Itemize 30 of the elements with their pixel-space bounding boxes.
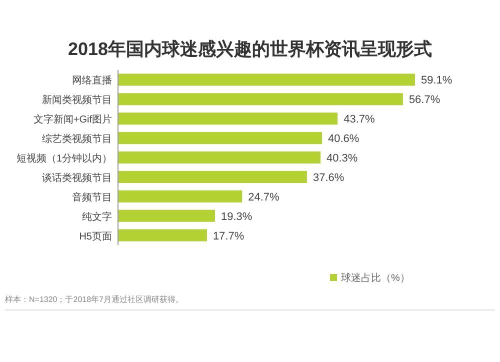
y-tick-label: 综艺类视频节目 [42,133,112,146]
bar [118,151,321,164]
y-tick-label: H5页面 [79,231,112,242]
bar [118,229,207,242]
y-tick-label: 网络直播 [72,74,112,87]
data-label: 56.7% [408,94,440,106]
y-tick-label: 音频节目 [72,191,112,204]
legend-label: 球迷占比（%） [341,272,410,284]
data-label: 37.6% [312,172,344,184]
bar [118,210,215,222]
chart-title: 2018年国内球迷感兴趣的世界杯资讯呈现形式 [68,39,432,59]
bar [118,190,242,202]
bar [118,93,403,106]
bar [118,112,338,125]
data-label: 40.3% [326,152,358,164]
text: 样本：N=1320；于2018年7月通过社区调研获得。 [5,295,184,304]
data-label: 43.7% [344,114,376,126]
y-tick-label: 谈话类视频节目 [42,172,112,184]
y-tick-label: 新闻类视频节目 [42,94,112,106]
bar [118,170,307,183]
y-tick-label: 文字新闻+Gif图片 [33,114,112,126]
data-label: 19.3% [220,210,252,223]
y-tick-label: 短视频（1分钟以内） [16,152,112,164]
data-label: 59.1% [421,74,452,87]
data-label: 24.7% [248,191,280,204]
bar [118,132,322,144]
bar [118,74,415,86]
y-tick-label: 纯文字 [82,210,112,223]
data-label: 17.7% [212,230,244,242]
data-label: 40.6% [328,133,360,146]
